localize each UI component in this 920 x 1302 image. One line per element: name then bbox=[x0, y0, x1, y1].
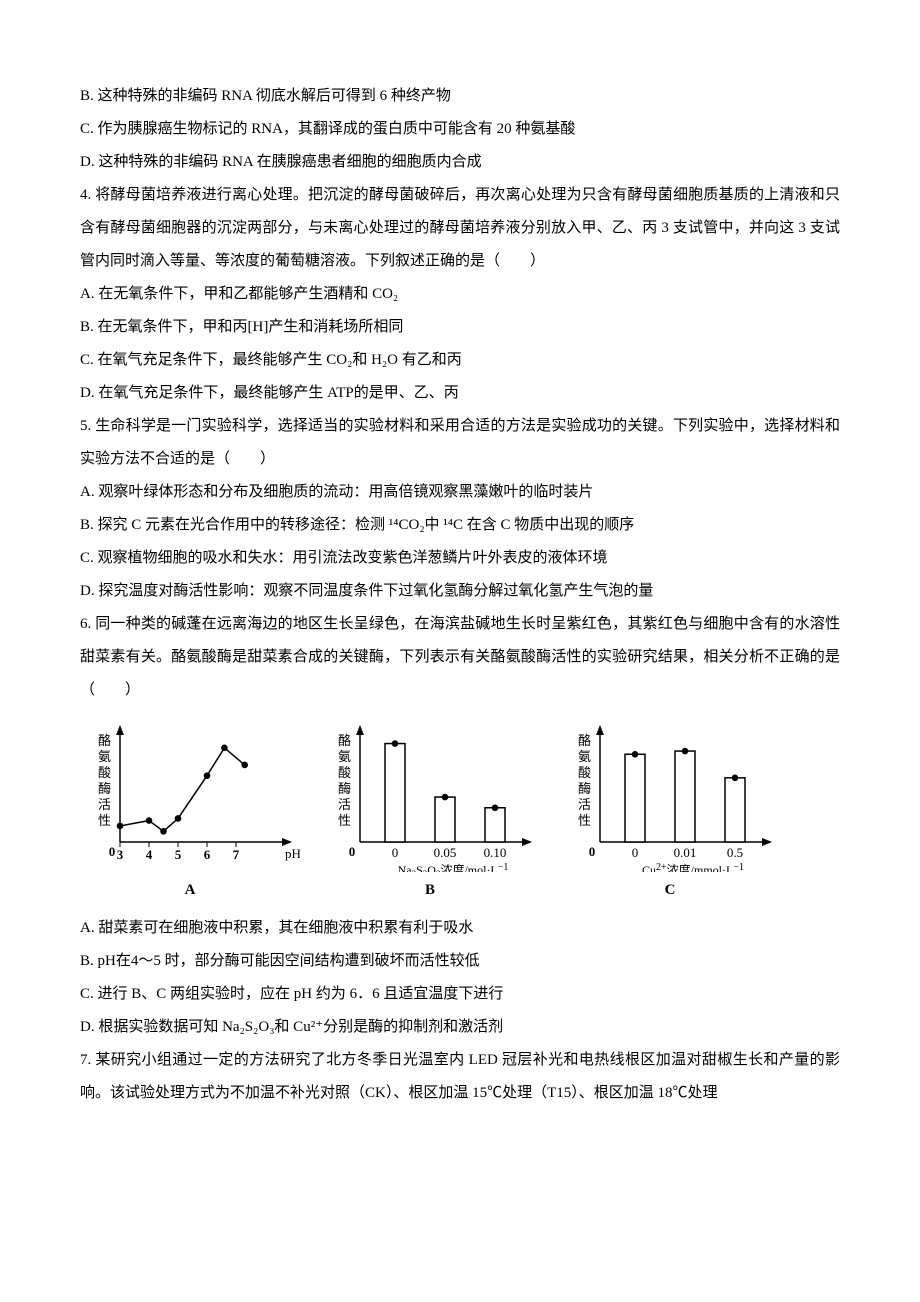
svg-text:3: 3 bbox=[117, 847, 124, 862]
chart-a: 0 酪氨酸酶活性 pH 3 4 5 6 7 bbox=[80, 717, 300, 872]
svg-text:0.01: 0.01 bbox=[674, 845, 697, 860]
q5-option-c: C. 观察植物细胞的吸水和失水：用引流法改变紫色洋葱鳞片叶外表皮的液体环境 bbox=[80, 542, 840, 575]
q3-option-d: D. 这种特殊的非编码 RNA 在胰腺癌患者细胞的细胞质内合成 bbox=[80, 146, 840, 179]
chart-b-box: 0 酪氨酸酶活性 Na2S2O3浓度/mol·L−1 0 0.05 0.10 B bbox=[320, 717, 540, 907]
svg-text:Cu2+浓度/mmol·L−1: Cu2+浓度/mmol·L−1 bbox=[642, 862, 744, 872]
svg-text:活: 活 bbox=[578, 797, 591, 812]
svg-text:性: 性 bbox=[578, 813, 591, 828]
svg-text:酪: 酪 bbox=[578, 733, 591, 748]
chart-b: 0 酪氨酸酶活性 Na2S2O3浓度/mol·L−1 0 0.05 0.10 bbox=[320, 717, 540, 872]
svg-text:活: 活 bbox=[338, 797, 351, 812]
q5-option-b: B. 探究 C 元素在光合作用中的转移途径：检测 ¹⁴CO₂中 ¹⁴C 在含 C… bbox=[80, 509, 840, 542]
svg-text:酸: 酸 bbox=[98, 765, 111, 780]
svg-text:酪: 酪 bbox=[98, 733, 111, 748]
svg-text:性: 性 bbox=[98, 813, 111, 828]
svg-text:7: 7 bbox=[233, 847, 240, 862]
q4-option-d: D. 在氧气充足条件下，最终能够产生 ATP的是甲、乙、丙 bbox=[80, 377, 840, 410]
svg-text:pH: pH bbox=[285, 846, 300, 861]
svg-text:0.5: 0.5 bbox=[727, 845, 743, 860]
svg-text:活: 活 bbox=[98, 797, 111, 812]
q6-option-c: C. 进行 B、C 两组实验时，应在 pH 约为 6．6 且适宜温度下进行 bbox=[80, 978, 840, 1011]
q6-option-a: A. 甜菜素可在细胞液中积累，其在细胞液中积累有利于吸水 bbox=[80, 912, 840, 945]
q4-option-a: A. 在无氧条件下，甲和乙都能够产生酒精和 CO₂ bbox=[80, 278, 840, 311]
svg-text:4: 4 bbox=[146, 847, 153, 862]
q7-stem: 7. 某研究小组通过一定的方法研究了北方冬季日光温室内 LED 冠层补光和电热线… bbox=[80, 1044, 840, 1110]
q4-option-b: B. 在无氧条件下，甲和丙[H]产生和消耗场所相同 bbox=[80, 311, 840, 344]
svg-text:0: 0 bbox=[392, 845, 399, 860]
svg-text:0: 0 bbox=[349, 844, 356, 859]
svg-text:0.05: 0.05 bbox=[434, 845, 457, 860]
q6-stem: 6. 同一种类的碱蓬在远离海边的地区生长呈绿色，在海滨盐碱地生长时呈紫红色，其紫… bbox=[80, 608, 840, 707]
svg-text:酪: 酪 bbox=[338, 733, 351, 748]
svg-text:0: 0 bbox=[589, 844, 596, 859]
svg-text:酸: 酸 bbox=[578, 765, 591, 780]
chart-c: 0酪氨酸酶活性Cu2+浓度/mmol·L−100.010.5 bbox=[560, 717, 780, 872]
q3-option-b: B. 这种特殊的非编码 RNA 彻底水解后可得到 6 种终产物 bbox=[80, 80, 840, 113]
q6-charts: 0酪氨酸酶活性pH34567 A 0酪氨酸酶活性Na2S2O3浓度/mol·L−… bbox=[80, 717, 840, 907]
svg-text:氨: 氨 bbox=[98, 749, 111, 764]
chart-c-box: 0酪氨酸酶活性Cu2+浓度/mmol·L−100.010.5 C bbox=[560, 717, 780, 907]
svg-text:酸: 酸 bbox=[338, 765, 351, 780]
svg-text:0.10: 0.10 bbox=[484, 845, 507, 860]
chart-a-box: 0 酪氨酸酶活性 pH 3 4 5 6 7 A bbox=[80, 717, 300, 907]
svg-text:酶: 酶 bbox=[578, 781, 591, 796]
chart-a-label: A bbox=[185, 874, 196, 907]
q6-option-d: D. 根据实验数据可知 Na₂S₂O₃和 Cu²⁺分别是酶的抑制剂和激活剂 bbox=[80, 1011, 840, 1044]
q6-option-b: B. pH在4～5 时，部分酶可能因空间结构遭到破坏而活性较低 bbox=[80, 945, 840, 978]
q5-option-d: D. 探究温度对酶活性影响：观察不同温度条件下过氧化氢酶分解过氧化氢产生气泡的量 bbox=[80, 575, 840, 608]
svg-text:0: 0 bbox=[632, 845, 639, 860]
svg-text:6: 6 bbox=[204, 847, 211, 862]
q5-option-a: A. 观察叶绿体形态和分布及细胞质的流动：用高倍镜观察黑藻嫩叶的临时装片 bbox=[80, 476, 840, 509]
svg-text:酶: 酶 bbox=[98, 781, 111, 796]
q5-stem: 5. 生命科学是一门实验科学，选择适当的实验材料和采用合适的方法是实验成功的关键… bbox=[80, 410, 840, 476]
svg-text:氨: 氨 bbox=[578, 749, 591, 764]
svg-text:Na2S2O3浓度/mol·L−1: Na2S2O3浓度/mol·L−1 bbox=[398, 862, 509, 872]
svg-text:酶: 酶 bbox=[338, 781, 351, 796]
q3-option-c: C. 作为胰腺癌生物标记的 RNA，其翻译成的蛋白质中可能含有 20 种氨基酸 bbox=[80, 113, 840, 146]
chart-b-label: B bbox=[425, 874, 435, 907]
q4-option-c: C. 在氧气充足条件下，最终能够产生 CO₂和 H₂O 有乙和丙 bbox=[80, 344, 840, 377]
svg-text:5: 5 bbox=[175, 847, 182, 862]
svg-text:氨: 氨 bbox=[338, 749, 351, 764]
svg-text:性: 性 bbox=[338, 813, 351, 828]
chart-c-label: C bbox=[665, 874, 676, 907]
q4-stem: 4. 将酵母菌培养液进行离心处理。把沉淀的酵母菌破碎后，再次离心处理为只含有酵母… bbox=[80, 179, 840, 278]
svg-text:0: 0 bbox=[109, 844, 116, 859]
